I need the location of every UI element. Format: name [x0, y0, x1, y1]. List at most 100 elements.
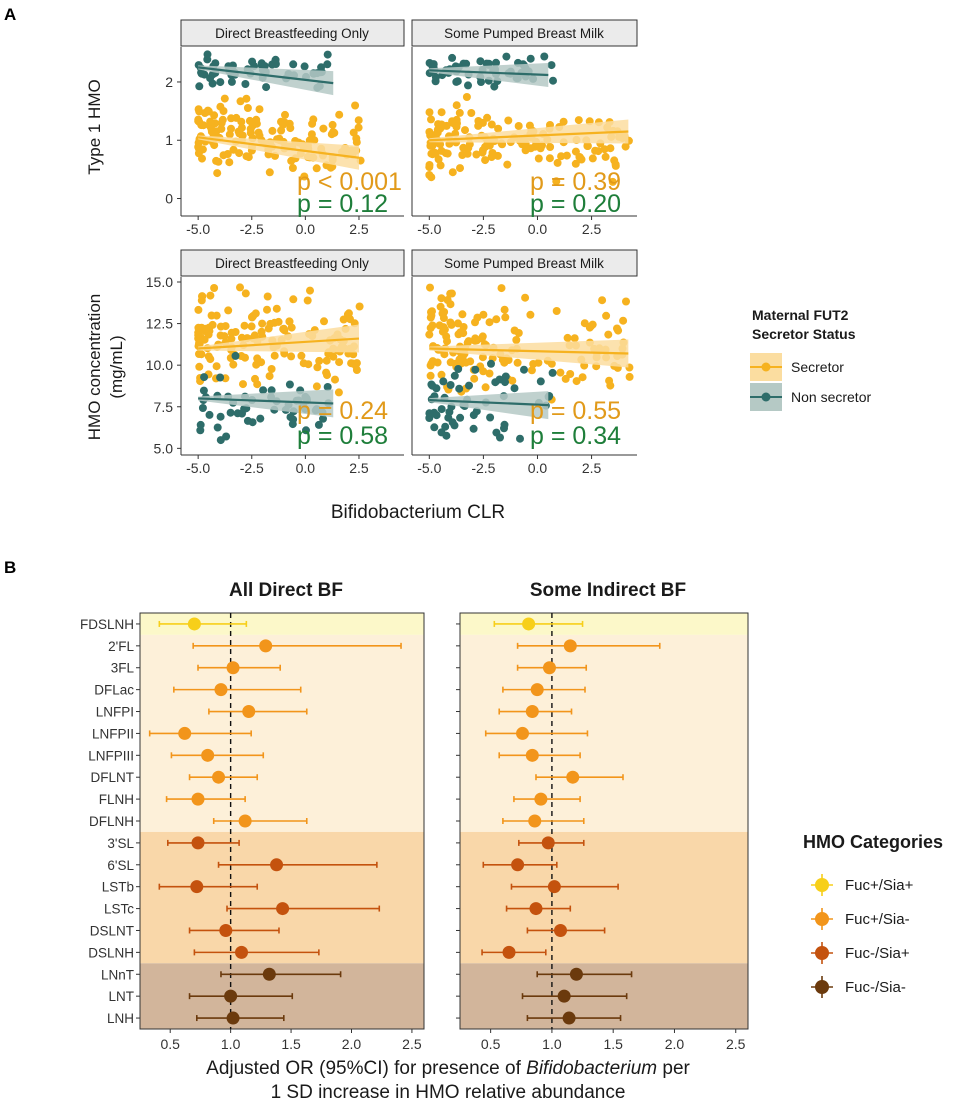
nonsecretor-point	[496, 433, 504, 442]
secretor-point	[622, 297, 630, 306]
secretor-point	[481, 383, 490, 392]
secretor-point	[492, 315, 501, 324]
nonsecretor-point	[286, 413, 295, 422]
secretor-point	[216, 331, 225, 340]
nonsecretor-point	[231, 351, 240, 360]
secretor-point	[232, 113, 241, 122]
secretor-point	[557, 152, 566, 161]
secretor-point	[443, 149, 452, 158]
x-tick-label: 0.0	[528, 460, 548, 476]
secretor-point	[195, 362, 204, 371]
odds-ratio-point	[191, 792, 205, 806]
secretor-point	[241, 353, 249, 362]
category-band	[140, 613, 424, 635]
secretor-point	[258, 319, 267, 328]
secretor-point	[514, 122, 523, 130]
secretor-point	[508, 376, 517, 385]
secretor-point	[264, 324, 273, 333]
nonsecretor-point	[476, 57, 485, 66]
nonsecretor-point	[455, 384, 464, 393]
secretor-point	[263, 292, 272, 301]
scatter-facet-type1-pumped	[425, 52, 633, 186]
secretor-point	[287, 156, 296, 165]
nonsecretor-point	[216, 412, 225, 421]
category-label: DFLNT	[91, 770, 135, 785]
odds-ratio-point	[525, 705, 539, 719]
category-band	[460, 831, 748, 964]
secretor-point	[206, 291, 215, 300]
secretor-point	[227, 334, 236, 343]
forest-title-indirect: Some Indirect BF	[530, 580, 686, 601]
secretor-point	[242, 94, 251, 103]
secretor-point	[487, 153, 496, 161]
secretor-point	[312, 382, 321, 391]
y-tick-label: 7.5	[154, 399, 174, 415]
secretor-point	[556, 368, 565, 377]
secretor-point	[265, 372, 274, 381]
category-label: FDSLNH	[80, 617, 134, 632]
secretor-point	[319, 124, 328, 133]
nonsecretor-point	[203, 55, 212, 64]
x-tick-label: 1.0	[542, 1036, 562, 1052]
nonsecretor-point	[289, 60, 298, 69]
legend-label: Fuc-/Sia+	[845, 945, 910, 962]
nonsecretor-point	[425, 409, 434, 418]
secretor-point	[279, 120, 287, 129]
secretor-point	[538, 141, 546, 150]
category-label: DFLNH	[89, 814, 134, 829]
odds-ratio-point	[224, 989, 238, 1003]
odds-ratio-point	[187, 617, 201, 631]
odds-ratio-point	[276, 902, 290, 916]
secretor-point	[426, 131, 435, 140]
nonsecretor-point	[548, 368, 557, 377]
nonsecretor-point	[492, 58, 500, 67]
forest-plot-some-indirect: 0.5 1.0 1.5 2.0 2.5	[456, 612, 749, 1052]
secretor-point	[578, 373, 587, 382]
secretor-point	[235, 129, 244, 138]
odds-ratio-point	[563, 639, 577, 653]
nonsecretor-point	[446, 381, 455, 389]
secretor-point	[255, 105, 264, 114]
secretor-point	[236, 283, 244, 292]
secretor-point	[194, 105, 203, 114]
y-tick-label: 10.0	[146, 357, 173, 373]
nonsecretor-point	[442, 431, 451, 440]
secretor-point	[329, 128, 338, 136]
nonsecretor-point	[323, 383, 332, 391]
secretor-point	[216, 102, 225, 111]
secretor-point	[252, 115, 261, 124]
secretor-point	[427, 311, 436, 320]
secretor-point	[212, 362, 221, 371]
category-label: LNT	[108, 989, 134, 1004]
secretor-point	[270, 318, 279, 327]
nonsecretor-point	[469, 424, 478, 433]
odds-ratio-point	[569, 967, 583, 981]
secretor-point	[571, 147, 580, 156]
category-label: DSLNT	[90, 923, 134, 938]
nonsecretor-point	[256, 414, 265, 423]
secretor-point	[559, 117, 568, 126]
nonsecretor-point	[285, 380, 294, 389]
secretor-point	[477, 334, 486, 343]
nonsecretor-fit-line	[429, 69, 549, 77]
y-tick-label: 5.0	[154, 440, 174, 456]
odds-ratio-point	[191, 836, 205, 850]
x-tick-label: 0.5	[481, 1036, 501, 1052]
category-label: DFLac	[94, 683, 134, 698]
secretor-point	[472, 150, 481, 159]
secretor-point	[425, 161, 434, 169]
x-tick-label: -2.5	[471, 460, 495, 476]
legend-b-title: HMO Categories	[803, 832, 943, 852]
odds-ratio-point	[212, 770, 226, 784]
category-label: 3'SL	[107, 836, 134, 851]
secretor-point	[608, 177, 617, 186]
y-title-type1: Type 1 HMO	[85, 79, 104, 174]
secretor-point	[467, 109, 476, 117]
nonsecretor-point	[482, 59, 491, 68]
secretor-point	[534, 154, 543, 163]
pvalue-nonsecretor-r1c2: p = 0.20	[530, 190, 621, 218]
secretor-point	[529, 360, 538, 368]
secretor-point	[436, 161, 445, 170]
secretor-point	[303, 296, 312, 305]
secretor-point	[439, 323, 448, 332]
